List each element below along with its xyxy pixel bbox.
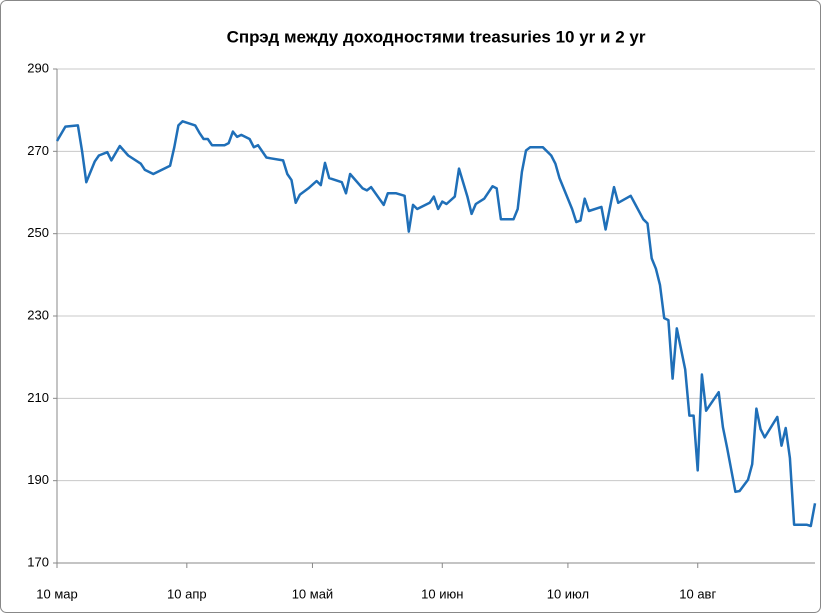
x-tick-label: 10 май bbox=[292, 586, 334, 601]
chart-title: Спрэд между доходностями treasuries 10 y… bbox=[227, 27, 646, 46]
line-series bbox=[55, 120, 817, 528]
x-tick-label: 10 июн bbox=[421, 586, 463, 601]
x-tick-label: 10 мар bbox=[36, 586, 77, 601]
x-tick-label: 10 июл bbox=[547, 586, 589, 601]
y-tick-label: 290 bbox=[27, 60, 49, 75]
y-tick-label: 250 bbox=[27, 225, 49, 240]
y-tick-label: 170 bbox=[27, 554, 49, 569]
x-tick-label: 10 авг bbox=[679, 586, 716, 601]
x-tick-label: 10 апр bbox=[167, 586, 207, 601]
y-tick-label: 210 bbox=[27, 390, 49, 405]
y-tick-label: 190 bbox=[27, 472, 49, 487]
y-tick-label: 230 bbox=[27, 307, 49, 322]
y-tick-label: 270 bbox=[27, 143, 49, 158]
